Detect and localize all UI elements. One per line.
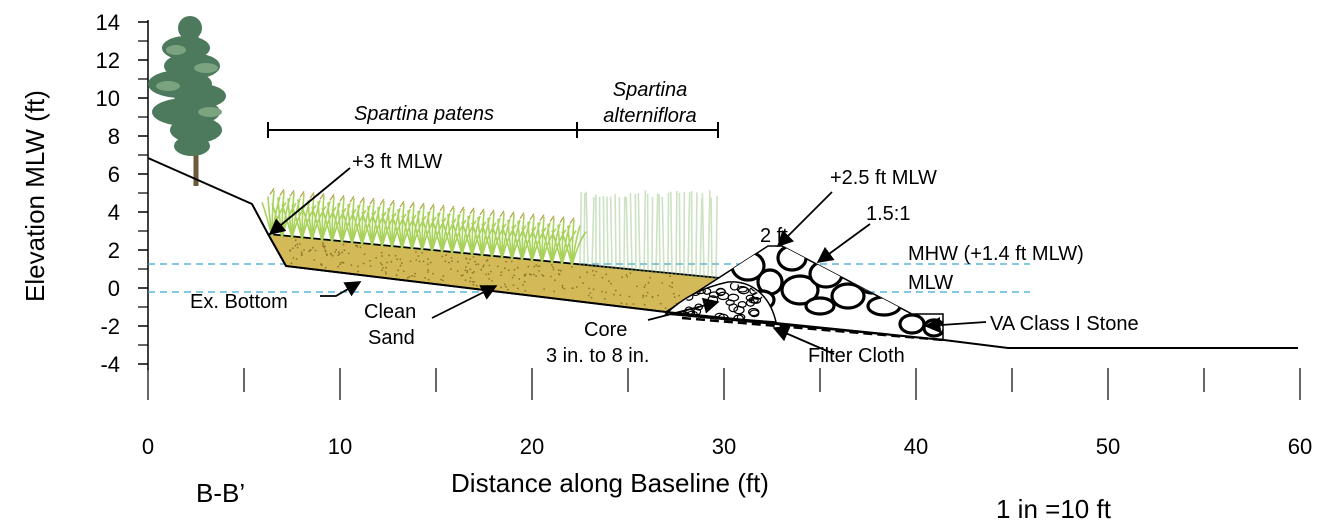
x-tick-label: 20 [520,434,544,459]
ex-bottom-arrow [320,281,362,297]
spartina-alterniflora-grass [579,190,718,280]
scale-label: 1 in =10 ft [996,494,1112,524]
y-tick-label: 10 [96,86,120,111]
section-label: B-B’ [196,478,245,508]
y-tick-label: -2 [100,314,120,339]
stone-label: VA Class I Stone [990,313,1139,335]
spartina-patens-label: Spartina patens [354,103,494,125]
slope-label: 1.5:1 [866,203,910,225]
core-size-label: 3 in. to 8 in. [546,345,649,367]
plus25-arrow [776,191,833,248]
y-tick-label: 14 [96,10,120,35]
plus25-label: +2.5 ft MLW [830,167,937,189]
y-tick-label: 0 [108,276,120,301]
plus3-arrow [268,167,351,236]
x-tick-label: 60 [1288,434,1312,459]
x-tick-label: 0 [142,434,154,459]
y-tick-label: 12 [96,48,120,73]
y-tick-label: -4 [100,352,120,377]
sand-texture [289,239,680,309]
core-label: Core [584,319,627,341]
filter-cloth-arrow [772,326,835,355]
slope-arrow [816,223,871,263]
x-tick-label: 40 [904,434,928,459]
clean-label: Clean [364,301,416,323]
filter-cloth-label: Filter Cloth [808,345,905,367]
x-tick-label: 10 [328,434,352,459]
x-axis: 0 10 20 30 40 50 60 [142,368,1312,459]
y-tick-label: 2 [108,238,120,263]
crest-width-label: 2 ft [760,225,788,247]
core-arrow [647,297,720,321]
plus3-label: +3 ft MLW [352,151,442,173]
stone-arrow [924,316,987,334]
spartina-zone-bracket [267,122,719,138]
y-axis-title: Elevation MLW (ft) [20,90,50,302]
x-axis-ticks: 0 10 20 30 40 50 60 [142,368,1312,459]
x-tick-label: 50 [1096,434,1120,459]
x-axis-title: Distance along Baseline (ft) [451,468,769,498]
spartina-alterniflora-label-2: alterniflora [603,105,696,127]
mlw-label: MLW [908,272,953,294]
sand-label: Sand [368,327,415,349]
x-tick-label: 30 [712,434,736,459]
filter-cloth-line [681,316,945,342]
mhw-label: MHW (+1.4 ft MLW) [908,243,1084,265]
y-axis-ticks: 14 12 10 8 6 4 2 0 -2 -4 [96,10,148,377]
tree-icon [148,16,226,186]
y-tick-label: 8 [108,124,120,149]
spartina-alterniflora-label-1: Spartina [613,79,688,101]
y-tick-label: 4 [108,200,120,225]
existing-bottom-line [147,157,1298,349]
y-axis: 14 12 10 8 6 4 2 0 -2 -4 [96,10,149,377]
ex-bottom-label: Ex. Bottom [190,291,288,313]
y-tick-label: 6 [108,162,120,187]
clean-sand-arrow [431,285,498,319]
